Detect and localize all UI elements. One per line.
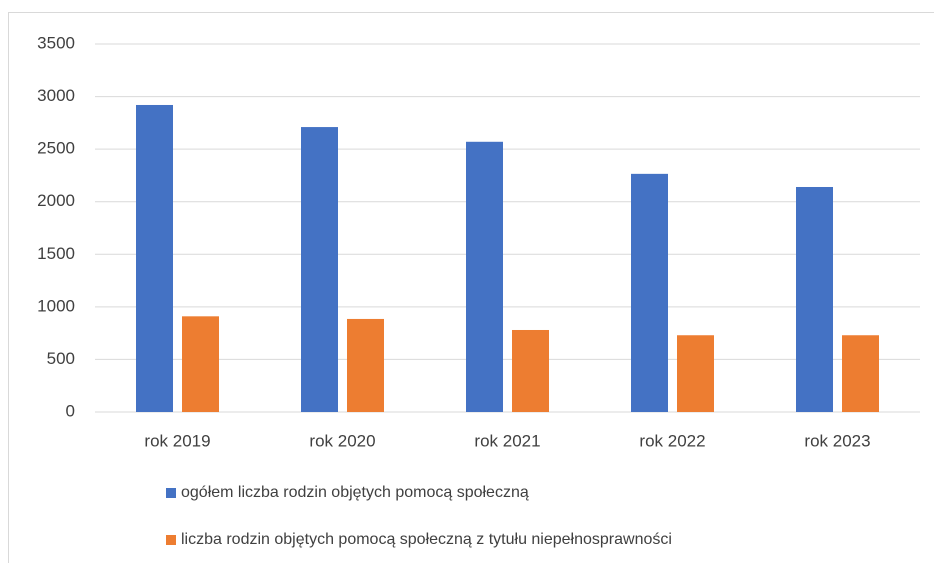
bar	[466, 141, 503, 413]
bar	[631, 173, 668, 412]
y-tick-label: 500	[47, 349, 75, 368]
legend-swatch	[166, 488, 176, 498]
bar	[796, 186, 833, 412]
bar	[347, 318, 384, 412]
y-tick-label: 2500	[37, 139, 75, 158]
chart-frame	[8, 12, 934, 563]
y-tick-label: 0	[66, 401, 75, 420]
legend-label: ogółem liczba rodzin objętych pomocą spo…	[181, 484, 529, 501]
x-tick-label: rok 2023	[804, 431, 870, 450]
y-tick-label: 2000	[37, 191, 75, 210]
x-tick-label: rok 2021	[474, 431, 540, 450]
legend: ogółem liczba rodzin objętych pomocą spo…	[166, 484, 672, 548]
y-tick-label: 1500	[37, 244, 75, 263]
y-tick-label: 3000	[37, 86, 75, 105]
y-tick-label: 3500	[37, 33, 75, 52]
bar	[301, 127, 338, 412]
y-tick-label: 1000	[37, 296, 75, 315]
legend-label: liczba rodzin objętych pomocą społeczną …	[181, 531, 672, 548]
bar	[677, 335, 714, 412]
bar	[136, 104, 173, 413]
bar	[512, 329, 549, 412]
x-tick-label: rok 2019	[144, 431, 210, 450]
x-tick-label: rok 2022	[639, 431, 705, 450]
bar	[182, 316, 219, 412]
x-tick-label: rok 2020	[309, 431, 375, 450]
legend-swatch	[166, 535, 176, 545]
bar	[842, 335, 879, 412]
